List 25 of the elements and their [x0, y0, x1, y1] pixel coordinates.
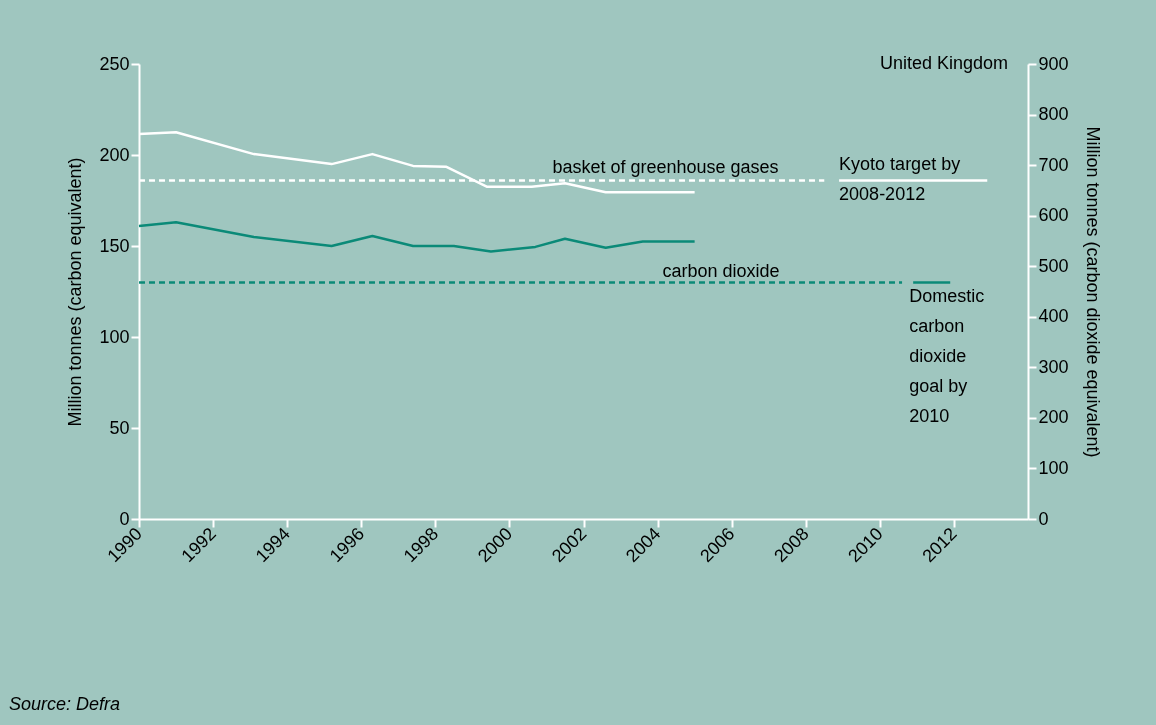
y2-tick-label: 300: [1038, 356, 1069, 377]
y2-tick-label: 400: [1038, 306, 1069, 327]
y2-tick-label: 700: [1038, 154, 1069, 175]
series-label: Kyoto target by 2008-2012: [839, 154, 961, 205]
y2-tick-label: 800: [1038, 104, 1069, 125]
annotation: United Kingdom: [879, 53, 1008, 73]
source-note: Source: Defra: [9, 694, 121, 714]
y-tick-label: 150: [99, 235, 130, 256]
y-tick-label: 250: [99, 53, 130, 74]
y2-tick-label: 0: [1038, 508, 1049, 529]
y-tick-label: 200: [99, 144, 130, 165]
y-tick-label: 100: [99, 326, 130, 347]
y2-tick-label: 200: [1038, 407, 1069, 428]
y2-tick-label: 600: [1038, 205, 1069, 226]
y2-tick-label: 500: [1038, 255, 1069, 276]
series-label: Domestic carbon dioxide goal by 2010: [909, 286, 985, 427]
y-axis-title: Million tonnes (carbon equivalent): [65, 157, 86, 427]
y2-tick-label: 900: [1038, 53, 1069, 74]
y-tick-label: 50: [109, 417, 130, 438]
series-label: basket of greenhouse gases: [552, 157, 779, 178]
y2-axis-title: Million tonnes (carbon dioxide equivalent): [1082, 126, 1103, 458]
series-label: carbon dioxide: [662, 261, 780, 282]
y-tick-label: 0: [119, 508, 130, 529]
line-series: [137, 221, 696, 253]
y2-tick-label: 100: [1038, 457, 1069, 478]
